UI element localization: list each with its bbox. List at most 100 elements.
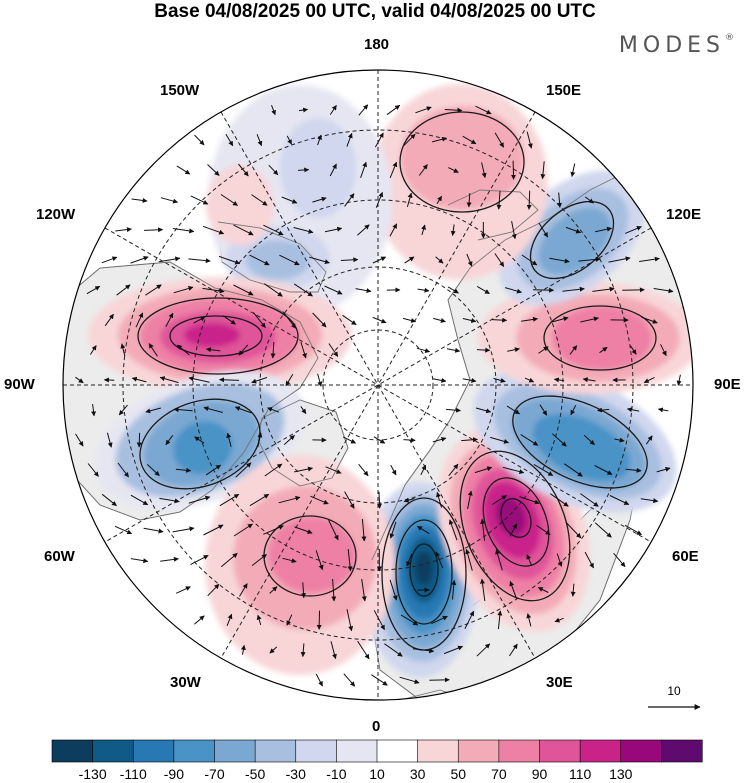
wind-vector — [317, 373, 323, 387]
wind-vector — [300, 643, 306, 658]
wind-vector — [315, 673, 323, 687]
anomaly-blue-central-siberia — [473, 367, 677, 513]
wind-vector — [219, 377, 240, 383]
wind-vector — [374, 132, 384, 148]
wind-vector — [412, 648, 435, 654]
wind-vector — [451, 579, 457, 600]
wind-vector — [160, 197, 179, 204]
wind-vector — [312, 312, 327, 328]
wind-vector — [233, 523, 253, 537]
wind-vector — [582, 377, 596, 383]
wind-vector — [269, 586, 278, 594]
wind-vector — [357, 224, 370, 236]
wind-vector — [188, 258, 211, 264]
colorbar-swatch — [254, 739, 297, 763]
wind-vector — [159, 497, 180, 504]
wind-vector — [446, 347, 461, 353]
wind-vector — [580, 493, 599, 507]
contour-line — [500, 498, 532, 538]
label-120w: 120W — [36, 206, 76, 223]
wind-vector — [239, 583, 248, 597]
wind-vector — [234, 406, 252, 414]
anomaly-magenta-canada — [88, 277, 352, 393]
wind-vector — [526, 131, 533, 149]
wind-vector — [645, 435, 653, 445]
wind-vector — [464, 610, 475, 630]
wind-vector — [539, 404, 548, 416]
colorbar-swatch — [376, 739, 419, 763]
colorbar-swatch — [498, 739, 541, 763]
wind-vector — [524, 377, 535, 383]
wind-vector — [554, 617, 564, 623]
wind-vector — [371, 674, 388, 686]
colorbar-tick-label: 130 — [609, 766, 633, 782]
wind-vector — [233, 284, 254, 296]
wind-vector — [190, 195, 209, 205]
wind-vector — [226, 432, 232, 447]
colorbar-swatch — [132, 739, 175, 763]
wind-vector — [476, 347, 491, 353]
wind-vector — [432, 436, 447, 443]
wind-vector — [476, 643, 491, 657]
wind-vector — [281, 196, 298, 204]
wind-vector — [342, 436, 357, 444]
wind-vector — [269, 646, 278, 654]
wind-vector — [175, 586, 191, 594]
wind-vector — [358, 463, 369, 477]
wind-vector — [536, 524, 551, 536]
wind-vector — [625, 226, 642, 234]
anomaly-pink-north-atlantic — [205, 455, 395, 675]
wind-vector — [194, 134, 205, 146]
wind-vector — [406, 553, 413, 567]
wind-vector — [176, 165, 191, 175]
wind-vector — [592, 286, 615, 292]
wind-vector — [653, 288, 674, 294]
wind-vector — [251, 194, 268, 206]
colorbar-swatch — [92, 739, 134, 763]
colorbar-swatch — [620, 739, 662, 763]
wind-vector — [447, 286, 459, 294]
wind-vector — [233, 224, 254, 236]
wind-vector — [556, 553, 563, 567]
wind-vector — [251, 554, 267, 566]
wind-vector — [373, 610, 385, 631]
wind-vector — [389, 161, 398, 178]
wind-vector — [384, 643, 403, 657]
wind-vector — [521, 254, 538, 266]
wind-vector — [462, 135, 477, 145]
wind-vector — [466, 193, 472, 208]
wind-vector — [91, 404, 97, 417]
wind-vector — [89, 345, 97, 355]
wind-vector — [188, 376, 210, 383]
wind-vector — [550, 316, 569, 323]
wind-vector — [343, 673, 356, 687]
wind-vector — [521, 316, 538, 322]
wind-vector — [160, 556, 179, 562]
wind-vector — [176, 344, 190, 356]
colorbar-tick-label: -50 — [245, 766, 265, 782]
wind-vector — [310, 495, 329, 505]
label-90e: 90E — [714, 376, 741, 393]
wind-vector — [594, 522, 612, 538]
colorbar-tick-label: 10 — [369, 766, 385, 782]
colorbar-swatch — [457, 739, 500, 763]
wind-vector — [278, 495, 301, 504]
wind-vector — [526, 613, 532, 627]
wind-vector — [417, 287, 430, 293]
wind-vector — [301, 582, 307, 599]
wind-vector — [357, 640, 370, 660]
chart-title: Base 04/08/2025 00 UTC, valid 04/08/2025… — [154, 1, 596, 22]
wind-vector — [116, 284, 131, 296]
wind-vector — [263, 224, 284, 236]
wind-vector — [361, 518, 367, 542]
wind-vector — [480, 518, 486, 541]
colorbar-tick-label: 110 — [569, 766, 592, 782]
wind-vector — [165, 312, 174, 328]
wind-vector — [506, 405, 521, 415]
wind-vector — [130, 494, 149, 506]
anomaly-pink-east-siberia — [478, 282, 693, 394]
wind-vector — [496, 190, 502, 210]
wind-vector — [143, 527, 164, 534]
wind-vector — [389, 579, 398, 601]
wind-vector — [421, 224, 426, 236]
